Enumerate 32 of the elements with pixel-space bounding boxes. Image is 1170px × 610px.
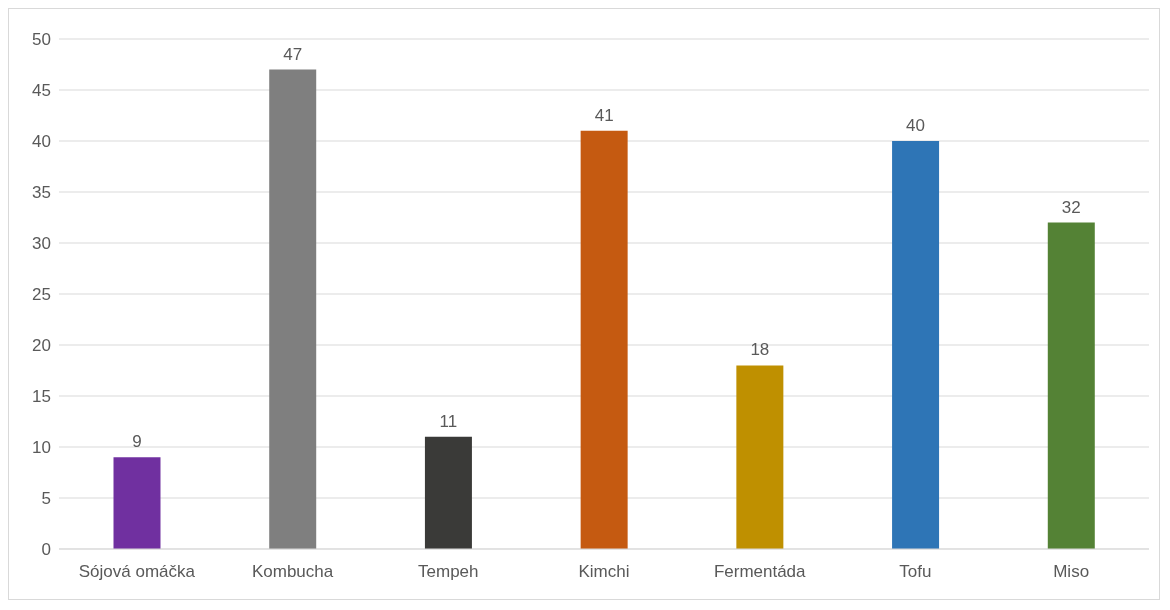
bar bbox=[269, 69, 317, 549]
x-tick-label: Kimchi bbox=[578, 562, 630, 582]
bar bbox=[424, 436, 472, 549]
data-label: 32 bbox=[1061, 197, 1081, 217]
x-tick-label: Tempeh bbox=[418, 562, 479, 582]
y-tick-label: 45 bbox=[32, 81, 51, 101]
x-tick-label: Sójová omáčka bbox=[78, 562, 196, 582]
y-tick-label: 40 bbox=[32, 132, 51, 152]
y-tick-label: 5 bbox=[41, 489, 51, 509]
x-tick-label: Miso bbox=[1053, 562, 1090, 582]
x-tick-label: Kombucha bbox=[251, 562, 334, 582]
data-label: 9 bbox=[132, 432, 142, 452]
data-label: 18 bbox=[750, 340, 770, 360]
x-tick-label: Fermentáda bbox=[713, 562, 807, 582]
bar bbox=[892, 141, 940, 549]
y-tick-label: 10 bbox=[32, 438, 51, 458]
bar bbox=[736, 365, 784, 549]
data-label: 47 bbox=[283, 44, 303, 64]
y-tick-label: 25 bbox=[32, 285, 51, 305]
y-tick-label: 35 bbox=[32, 183, 51, 203]
bar bbox=[1047, 222, 1095, 549]
y-tick-label: 0 bbox=[41, 540, 51, 560]
data-label: 41 bbox=[594, 105, 614, 125]
y-tick-label: 30 bbox=[32, 234, 51, 254]
bar bbox=[113, 457, 161, 549]
bar bbox=[580, 130, 628, 549]
y-tick-label: 20 bbox=[32, 336, 51, 356]
data-label: 40 bbox=[906, 116, 926, 135]
data-label: 11 bbox=[439, 411, 458, 431]
x-tick-label: Tofu bbox=[899, 562, 932, 582]
y-tick-label: 50 bbox=[32, 30, 51, 50]
y-tick-label: 15 bbox=[32, 387, 51, 407]
